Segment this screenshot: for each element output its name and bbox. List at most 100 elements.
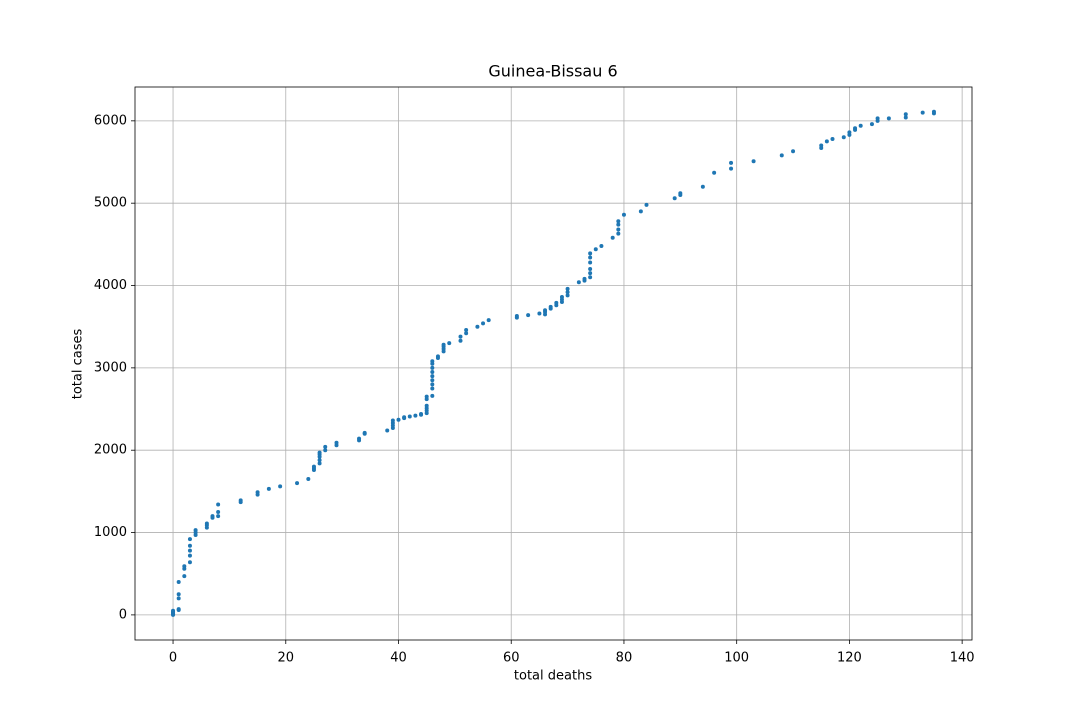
point (475, 324, 480, 329)
point (486, 318, 491, 323)
point (903, 115, 908, 120)
point (216, 509, 221, 514)
point (616, 222, 621, 227)
y-tick-label: 6000 (94, 113, 127, 128)
point (187, 548, 192, 553)
y-axis-label: total cases (71, 329, 86, 400)
point (317, 461, 322, 466)
point (616, 219, 621, 224)
point (588, 251, 593, 256)
point (588, 267, 593, 272)
point (430, 378, 435, 383)
x-tick-label: 20 (277, 651, 294, 666)
point (362, 430, 367, 435)
point (176, 579, 181, 584)
point (295, 481, 300, 486)
point (672, 196, 677, 201)
x-tick-label: 80 (616, 651, 633, 666)
point (187, 537, 192, 542)
x-tick-label: 140 (950, 651, 975, 666)
point (311, 464, 316, 469)
point (458, 334, 463, 339)
point (447, 341, 452, 346)
point (430, 359, 435, 364)
point (599, 243, 604, 248)
point (565, 293, 570, 298)
point (548, 304, 553, 309)
point (729, 160, 734, 165)
point (751, 159, 756, 164)
point (853, 126, 858, 131)
point (819, 143, 824, 148)
point (216, 502, 221, 507)
point (543, 308, 548, 313)
point (306, 477, 311, 482)
point (182, 574, 187, 579)
point (526, 313, 531, 318)
point (886, 116, 891, 121)
point (565, 290, 570, 295)
point (464, 327, 469, 332)
point (458, 338, 463, 343)
y-tick-label: 5000 (94, 196, 127, 211)
x-axis-label: total deaths (514, 669, 592, 684)
point (779, 153, 784, 158)
point (396, 417, 401, 422)
point (176, 596, 181, 601)
x-tick-label: 120 (837, 651, 862, 666)
point (700, 184, 705, 189)
point (588, 255, 593, 260)
point (430, 382, 435, 387)
point (616, 227, 621, 232)
point (435, 354, 440, 359)
point (430, 393, 435, 398)
point (920, 110, 925, 115)
point (791, 149, 796, 154)
point (430, 386, 435, 391)
point (278, 484, 283, 489)
x-tick-label: 0 (169, 651, 177, 666)
point (390, 418, 395, 423)
point (712, 170, 717, 175)
point (323, 448, 328, 453)
point (317, 450, 322, 455)
point (565, 286, 570, 291)
point (424, 403, 429, 408)
point (193, 528, 198, 533)
plot-frame (134, 86, 973, 641)
point (588, 260, 593, 265)
point (576, 280, 581, 285)
point (430, 365, 435, 370)
point (216, 514, 221, 519)
point (238, 498, 243, 503)
point (644, 202, 649, 207)
point (402, 415, 407, 420)
point (464, 331, 469, 336)
point (841, 135, 846, 140)
point (588, 275, 593, 280)
point (413, 413, 418, 418)
point (266, 486, 271, 491)
point (931, 109, 936, 114)
point (616, 231, 621, 236)
point (419, 411, 424, 416)
point (903, 112, 908, 117)
point (621, 212, 626, 217)
point (182, 564, 187, 569)
point (176, 607, 181, 612)
point (610, 235, 615, 240)
point (430, 374, 435, 379)
point (588, 271, 593, 276)
point (210, 514, 215, 519)
point (582, 276, 587, 281)
point (176, 592, 181, 597)
point (187, 553, 192, 558)
point (554, 300, 559, 305)
point (334, 440, 339, 445)
point (187, 543, 192, 548)
point (385, 428, 390, 433)
y-tick-label: 2000 (94, 443, 127, 458)
